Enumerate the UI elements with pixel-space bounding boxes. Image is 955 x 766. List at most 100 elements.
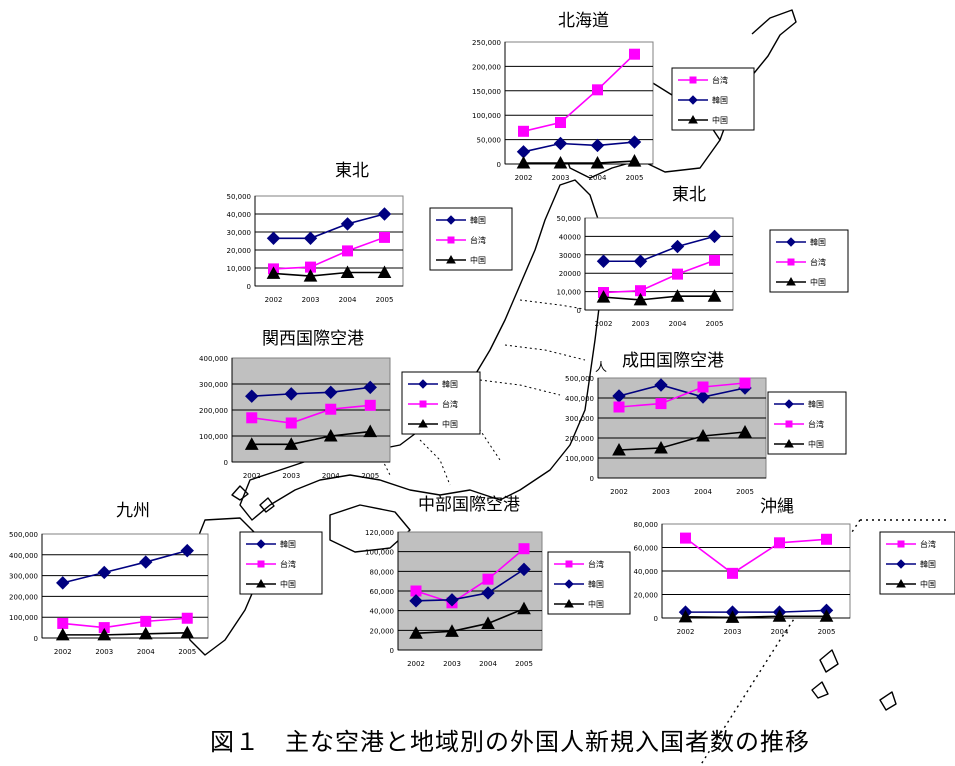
data-point <box>181 612 193 624</box>
y-tick-label: 100,000 <box>472 112 501 120</box>
legend-label: 中国 <box>810 277 826 287</box>
data-point <box>517 601 531 615</box>
y-tick-label: 300,000 <box>565 415 594 423</box>
series-line <box>603 259 715 294</box>
y-tick-label: 60,000 <box>370 588 395 596</box>
chart-okinawa: 80,000 60,000 40,000 20,000 0 2002 2003 2004 200… <box>634 497 955 636</box>
legend-marker <box>256 539 266 549</box>
y-tick-label: 100,000 <box>365 549 394 557</box>
y-tick-label: 10,000 <box>227 265 252 273</box>
plot-area <box>584 217 734 311</box>
data-point <box>445 624 459 637</box>
data-point <box>774 537 785 549</box>
legend-marker <box>257 560 265 568</box>
y-tick-label: 20000 <box>559 270 581 278</box>
data-point <box>627 154 642 167</box>
data-point <box>518 125 529 137</box>
unit-label: 人 <box>595 360 608 374</box>
legend-box <box>767 391 847 455</box>
y-tick-label: 500,000 <box>9 531 38 539</box>
series-line <box>273 236 385 270</box>
data-point <box>377 207 392 221</box>
legend-label: 中国 <box>442 419 458 429</box>
y-tick-label: 50,000 <box>227 193 252 201</box>
y-tick-label: 50,000 <box>557 215 582 223</box>
x-tick-label: 2004 <box>694 488 712 496</box>
data-point <box>596 254 611 268</box>
legend-label: 韓国 <box>442 379 458 389</box>
y-tick-label: 100,000 <box>9 614 38 622</box>
chart-title: 中部国際空港 <box>418 495 520 515</box>
y-tick-label: 200,000 <box>472 63 501 71</box>
series-line <box>685 537 827 575</box>
y-tick-label: 0 <box>34 635 38 643</box>
data-point <box>55 627 70 641</box>
series-韓国 <box>596 229 722 268</box>
chart-title: 九州 <box>116 501 150 521</box>
series-中国 <box>409 601 531 639</box>
data-point <box>633 254 648 268</box>
series-line <box>251 386 371 398</box>
data-point <box>553 155 568 169</box>
legend-label: 中国 <box>712 115 728 125</box>
x-tick-label: 2002 <box>265 296 283 304</box>
legend-label: 韓国 <box>808 399 824 409</box>
data-point <box>284 387 298 401</box>
series-line <box>415 548 525 604</box>
data-point <box>680 532 691 544</box>
y-tick-label: 300,000 <box>9 573 38 581</box>
y-tick-label: 40,000 <box>370 608 395 616</box>
x-tick-label: 2003 <box>724 628 742 636</box>
series-line <box>685 609 827 613</box>
x-tick-label: 2003 <box>632 320 650 328</box>
legend-marker <box>785 420 793 428</box>
legend-marker <box>256 578 266 588</box>
y-tick-label: 20,000 <box>370 627 395 635</box>
data-point <box>482 573 494 585</box>
chart-title: 東北 <box>672 185 706 205</box>
legend-label: 韓国 <box>588 579 604 589</box>
data-point <box>409 594 423 608</box>
legend-marker <box>688 114 698 124</box>
data-point <box>670 289 685 302</box>
y-tick-label: 20,000 <box>634 592 659 600</box>
legend-label: 韓国 <box>280 539 296 549</box>
y-tick-label: 400,000 <box>565 395 594 403</box>
y-tick-label: 80,000 <box>634 521 659 529</box>
series-中国 <box>678 609 834 623</box>
data-point <box>379 231 390 243</box>
data-point <box>481 616 495 629</box>
legend-box <box>769 229 849 293</box>
y-tick-label: 150,000 <box>472 88 501 96</box>
series-中国 <box>516 154 642 169</box>
data-point <box>553 136 568 151</box>
data-point <box>285 417 297 429</box>
legend-marker <box>896 578 906 588</box>
data-point <box>518 543 530 555</box>
chart-title: 北海道 <box>558 11 609 31</box>
legend-marker <box>447 236 455 244</box>
data-point <box>629 48 640 60</box>
data-point <box>613 401 625 413</box>
series-中国 <box>244 424 378 450</box>
data-point <box>590 155 605 169</box>
data-point <box>670 239 685 254</box>
chart-tohoku2: 50,000 40000 30000 20000 10,000 0 2002 2003 2004… <box>557 185 849 328</box>
data-point <box>323 428 338 442</box>
y-tick-label: 30,000 <box>227 229 252 237</box>
x-tick-label: 2005 <box>706 320 724 328</box>
y-tick-label: 400,000 <box>9 552 38 560</box>
data-point <box>57 617 69 629</box>
series-line <box>62 617 188 629</box>
series-line <box>618 431 746 451</box>
data-point <box>138 626 153 640</box>
x-tick-label: 2004 <box>137 648 155 656</box>
data-point <box>340 265 355 278</box>
data-point <box>772 609 787 622</box>
